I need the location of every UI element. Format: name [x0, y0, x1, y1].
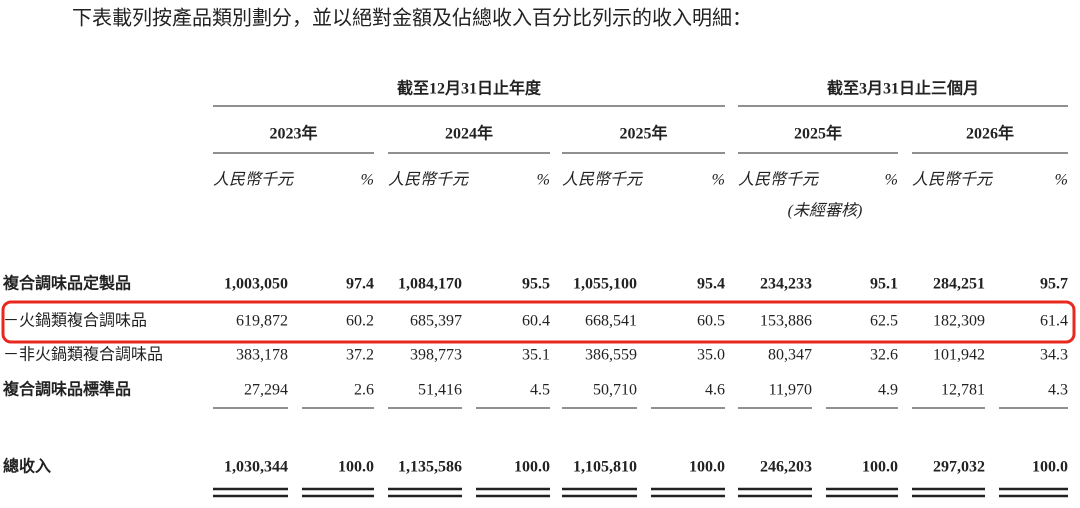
intro-text: 下表載列按產品類別劃分，並以絕對金額及佔總收入百分比列示的收入明細： — [72, 7, 752, 30]
cell-value: 1,030,344 — [224, 459, 288, 476]
highlight-box — [1, 300, 1076, 344]
cell-value: 80,347 — [768, 347, 812, 364]
unit-amount: 人民幣千元 — [388, 171, 470, 189]
cell-value: 37.2 — [346, 347, 374, 364]
cell-value: 668,541 — [585, 313, 637, 330]
cell-value: 34.3 — [1040, 347, 1068, 364]
cell-value: 95.1 — [870, 276, 898, 293]
cell-value: 386,559 — [585, 347, 637, 364]
unit-amount: 人民幣千元 — [738, 171, 820, 189]
unaudited-note: (未經審核) — [788, 202, 863, 220]
unit-amount: 人民幣千元 — [213, 171, 295, 189]
row-label: 複合調味品標準品 — [2, 380, 131, 399]
cell-value: 60.5 — [697, 313, 725, 330]
cell-value: 60.4 — [522, 313, 550, 330]
year-header: 2024年 — [445, 124, 493, 143]
unit-amount: 人民幣千元 — [912, 171, 994, 189]
cell-value: 383,178 — [236, 347, 288, 364]
cell-value: 101,942 — [933, 347, 985, 364]
cell-value: 1,135,586 — [398, 459, 462, 476]
row-label: －非火鍋類複合調味品 — [3, 346, 163, 364]
cell-value: 398,773 — [410, 347, 462, 364]
cell-value: 4.3 — [1048, 382, 1068, 399]
row-label: 總收入 — [3, 457, 51, 476]
cell-value: 4.6 — [705, 382, 725, 399]
cell-value: 12,781 — [941, 382, 985, 399]
cell-value: 95.4 — [697, 276, 725, 293]
cell-value: 1,055,100 — [573, 276, 637, 293]
unit-percent: % — [712, 172, 725, 189]
cell-value: 297,032 — [933, 459, 985, 476]
cell-value: 1,003,050 — [224, 276, 288, 293]
cell-value: 97.4 — [346, 276, 374, 293]
cell-value: 153,886 — [760, 313, 812, 330]
unit-percent: % — [885, 172, 898, 189]
cell-value: 95.5 — [522, 276, 550, 293]
cell-value: 51,416 — [418, 382, 462, 399]
cell-value: 246,203 — [760, 459, 812, 476]
cell-value: 62.5 — [870, 313, 898, 330]
cell-value: 100.0 — [514, 459, 550, 476]
year-header: 2023年 — [269, 124, 317, 143]
cell-value: 100.0 — [1032, 459, 1068, 476]
year-header: 2026年 — [966, 124, 1014, 143]
cell-value: 1,084,170 — [398, 276, 462, 293]
unit-percent: % — [1055, 172, 1068, 189]
year-header: 2025年 — [794, 124, 842, 143]
unit-percent: % — [537, 172, 550, 189]
cell-value: 4.9 — [878, 382, 898, 399]
cell-value: 685,397 — [410, 313, 462, 330]
cell-value: 234,233 — [760, 276, 812, 293]
cell-value: 619,872 — [236, 313, 288, 330]
cell-value: 35.1 — [522, 347, 550, 364]
cell-value: 4.5 — [530, 382, 550, 399]
year-header: 2025年 — [619, 124, 667, 143]
unit-amount: 人民幣千元 — [562, 171, 644, 189]
cell-value: 100.0 — [338, 459, 374, 476]
row-label: 複合調味品定製品 — [2, 274, 131, 293]
unit-percent: % — [361, 172, 374, 189]
cell-value: 61.4 — [1040, 313, 1068, 330]
group-header: 截至12月31日止年度 — [397, 79, 542, 98]
cell-value: 60.2 — [346, 313, 374, 330]
group-header: 截至3月31日止三個月 — [827, 79, 979, 98]
cell-value: 100.0 — [862, 459, 898, 476]
cell-value: 11,970 — [769, 382, 812, 399]
cell-value: 182,309 — [933, 313, 985, 330]
cell-value: 27,294 — [244, 382, 288, 399]
cell-value: 1,105,810 — [573, 459, 637, 476]
cell-value: 50,710 — [593, 382, 637, 399]
row-label: －火鍋類複合調味品 — [3, 312, 147, 330]
cell-value: 95.7 — [1040, 276, 1068, 293]
cell-value: 35.0 — [697, 347, 725, 364]
cell-value: 100.0 — [689, 459, 725, 476]
cell-value: 32.6 — [870, 347, 898, 364]
cell-value: 284,251 — [933, 276, 985, 293]
cell-value: 2.6 — [354, 382, 374, 399]
